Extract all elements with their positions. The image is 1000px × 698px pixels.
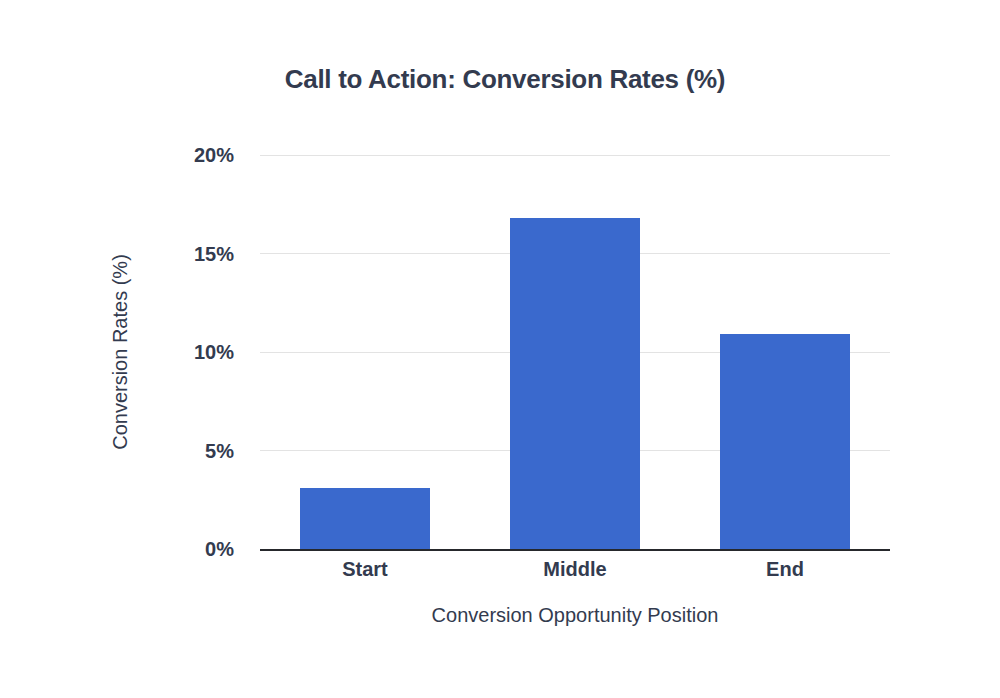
x-tick-label-middle: Middle	[470, 558, 680, 581]
x-tick-label-end: End	[680, 558, 890, 581]
bar-start	[300, 488, 430, 549]
x-axis-title: Conversion Opportunity Position	[260, 604, 890, 627]
chart-title: Call to Action: Conversion Rates (%)	[0, 64, 1000, 95]
x-tick-label-start: Start	[260, 558, 470, 581]
bar-middle	[510, 218, 640, 549]
y-tick-label: 20%	[0, 142, 234, 168]
y-tick-label: 5%	[0, 438, 234, 464]
plot-area	[260, 155, 890, 551]
bar-chart: Call to Action: Conversion Rates (%) Con…	[0, 0, 1000, 698]
y-tick-label: 0%	[0, 536, 234, 562]
y-tick-label: 15%	[0, 241, 234, 267]
y-tick-label: 10%	[0, 339, 234, 365]
gridline	[260, 155, 890, 156]
bar-end	[720, 334, 850, 549]
